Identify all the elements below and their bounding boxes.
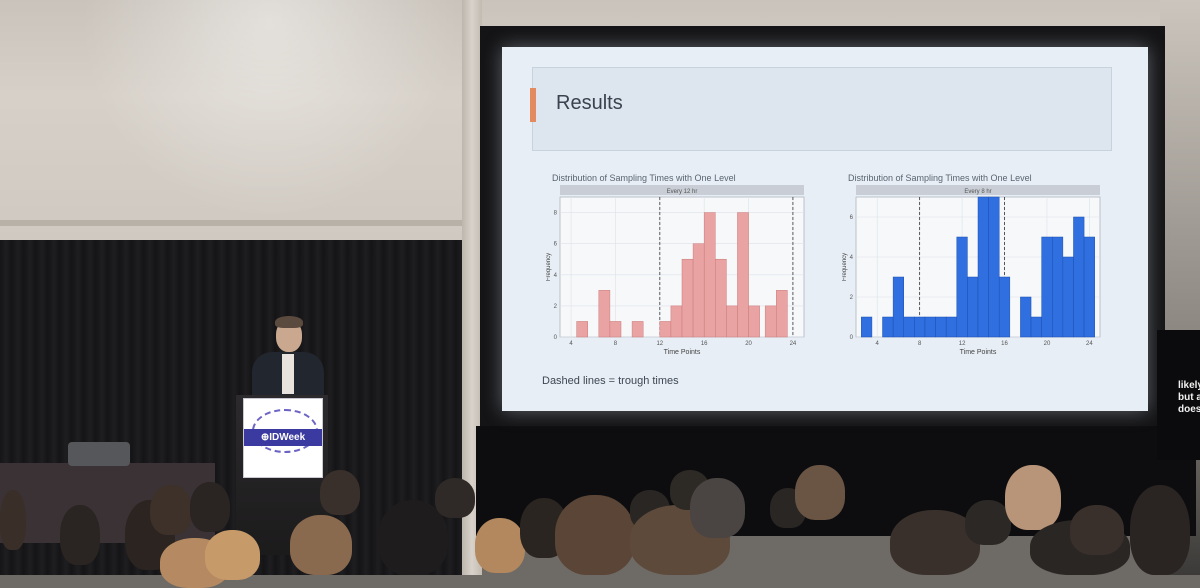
x-tick-label: 24 (790, 341, 797, 347)
presenter-hair (275, 316, 303, 328)
audience-head (190, 482, 230, 532)
audience-head (1005, 465, 1061, 530)
y-tick-label: 4 (850, 255, 854, 261)
facet-strip (560, 185, 804, 195)
x-tick-label: 24 (1086, 341, 1093, 347)
histogram-bar (1083, 236, 1095, 338)
audience-head (1070, 505, 1124, 555)
title-accent-bar (530, 88, 536, 122)
x-tick-label: 12 (959, 341, 966, 347)
audience-head (1130, 485, 1190, 575)
x-axis-label: Time Points (664, 349, 701, 356)
x-tick-label: 4 (569, 341, 573, 347)
y-axis-label: Frequency (842, 253, 848, 281)
y-tick-label: 6 (850, 215, 854, 221)
histogram-bar (776, 290, 788, 338)
histogram-bar (631, 321, 644, 338)
x-tick-label: 8 (614, 341, 618, 347)
x-tick-label: 16 (701, 341, 708, 347)
audience-head (965, 500, 1011, 545)
podium-logo-text: ⊕IDWeek (244, 429, 322, 446)
chart-title: Distribution of Sampling Times with One … (552, 173, 736, 183)
audience-head (205, 530, 260, 580)
y-tick-label: 0 (850, 335, 854, 341)
facet-label: Every 12 hr (667, 189, 698, 195)
x-tick-label: 4 (876, 341, 880, 347)
audience-head (60, 505, 100, 565)
x-tick-label: 20 (745, 341, 752, 347)
slide-footnote: Dashed lines = trough times (542, 375, 679, 387)
x-tick-label: 20 (1044, 341, 1051, 347)
x-axis-label: Time Points (960, 349, 997, 356)
slide-title: Results (556, 92, 623, 114)
wall-spotlight (80, 0, 460, 220)
y-tick-label: 2 (554, 304, 558, 310)
audience-head (320, 470, 360, 515)
podium-logo-sign: ⊕IDWeek (243, 398, 323, 478)
histogram-every-12hr: Distribution of Sampling Times with One … (546, 169, 816, 369)
histogram-bar (998, 276, 1011, 338)
y-tick-label: 8 (554, 211, 558, 217)
histogram-bar (988, 196, 1000, 338)
histogram-bar (576, 321, 588, 338)
presentation-slide: Results Distribution of Sampling Times w… (502, 47, 1148, 411)
y-tick-label: 6 (554, 242, 558, 248)
audience-head (555, 495, 635, 575)
chart-title: Distribution of Sampling Times with One … (848, 173, 1032, 183)
stage-chair (68, 442, 130, 466)
histogram-bar (892, 276, 904, 338)
histogram-bar (609, 321, 622, 338)
y-tick-label: 2 (850, 295, 854, 301)
audience-head (795, 465, 845, 520)
y-tick-label: 0 (554, 335, 558, 341)
slide-header-box (532, 67, 1112, 151)
audience-head (0, 490, 26, 550)
x-tick-label: 8 (918, 341, 922, 347)
y-tick-label: 4 (554, 273, 558, 279)
histogram-bar (598, 290, 611, 338)
facet-strip (856, 185, 1100, 195)
side-monitor (1157, 330, 1200, 460)
x-tick-label: 16 (1001, 341, 1008, 347)
audience-head (378, 500, 448, 575)
x-tick-label: 12 (656, 341, 663, 347)
audience (0, 465, 1190, 588)
audience-head (475, 518, 525, 573)
audience-head (690, 478, 745, 538)
histogram-bar (737, 212, 749, 338)
presenter-shirt (282, 354, 294, 394)
histogram-bar (748, 305, 760, 338)
audience-head (150, 485, 192, 535)
audience-head (435, 478, 475, 518)
histogram-every-8hr: Distribution of Sampling Times with One … (842, 169, 1112, 369)
facet-label: Every 8 hr (964, 189, 991, 195)
y-axis-label: Frequency (546, 253, 552, 281)
side-monitor-text: likely but a does (1178, 380, 1200, 415)
audience-head (290, 515, 352, 575)
histogram-bar (861, 316, 873, 338)
histogram-bar (715, 258, 727, 338)
